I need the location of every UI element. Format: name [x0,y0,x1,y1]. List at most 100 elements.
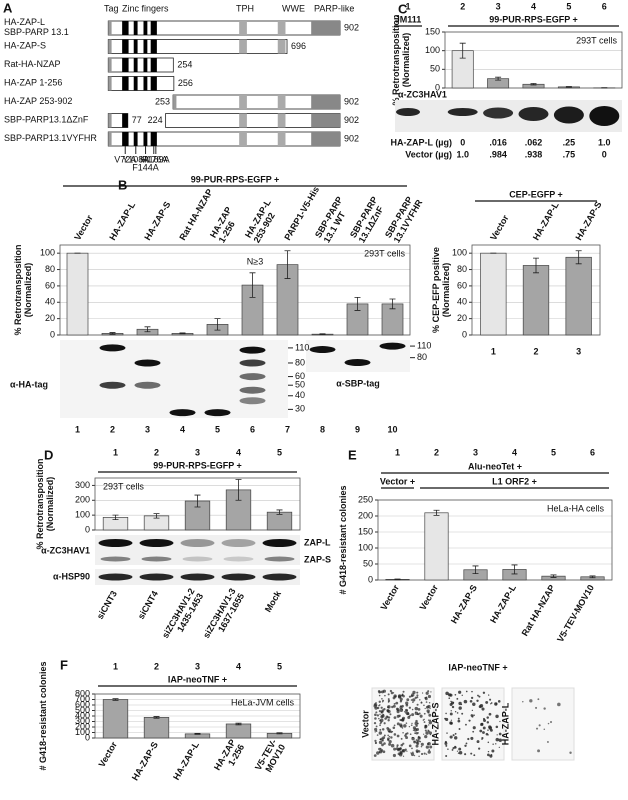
colony [424,729,427,732]
y-tick-label: 100 [358,542,373,552]
colony [412,698,416,702]
colony [481,707,485,711]
colony [410,752,415,757]
colony [477,694,479,697]
mutation-label: H176A [140,154,168,164]
colony [456,697,459,700]
domain [143,132,148,146]
y-tick-label: 200 [75,721,90,731]
colony [378,694,381,697]
construct-name-line: HA-ZAP-S [4,41,46,51]
blot-band [180,573,215,581]
colony [408,744,412,748]
colony [445,691,449,696]
marker-label: 30 [295,404,305,414]
colony [382,750,386,754]
panel-letter: A [3,0,13,15]
band-label: ZAP-L [304,537,331,547]
colony [389,689,393,693]
residue-label: 902 [344,133,359,143]
colony [498,746,500,749]
colony [488,712,492,716]
table-row-label: Vector (µg) [405,149,452,159]
y-tick-label: 600 [75,699,90,709]
category-label: SBP-PARP13.1ΔZnF [348,195,388,245]
colony [425,731,429,735]
colony [487,734,489,736]
error-bar [235,479,242,501]
colony [411,708,414,711]
residue-label: 696 [291,41,306,51]
colony [427,690,430,693]
colony [454,711,457,713]
colony [395,701,399,705]
category-label: Vector [97,740,120,769]
colony [413,755,416,757]
header: L1 ORF2 + [492,476,537,486]
domain [239,95,247,109]
error-bar [433,509,440,516]
y-tick-label: 0 [435,82,440,92]
colony [428,731,433,735]
error-bar [249,272,256,298]
colony [461,712,464,715]
colony [374,717,377,720]
category-label-line: V5-TEV-MOV10 [555,583,596,644]
y-axis-label: % Retrotransposition(Normalized) [391,14,411,105]
marker-label: 110 [295,342,309,352]
colony [410,699,413,701]
error-bar [109,332,116,335]
construct-name-line: Rat-HA-NZAP [4,59,61,69]
domain [277,95,286,109]
colony [387,719,390,722]
colony [449,712,453,716]
blot-band [262,539,297,547]
blot-band [223,556,254,562]
domain [150,132,157,146]
colony [488,694,490,696]
colony [400,747,402,749]
colony [406,750,408,752]
blot-band [396,108,420,116]
colony [457,717,460,720]
colony [445,712,447,715]
plate [371,687,435,761]
lane-number: 3 [195,447,200,457]
colony [387,698,390,701]
colony [404,734,407,737]
y-tick-label: 0 [50,329,55,339]
colony [446,732,448,734]
colony [529,699,533,703]
blot-band [98,539,133,547]
blot-band [134,381,161,389]
colony [472,726,476,730]
error-bar [589,575,596,579]
blot-band [182,556,213,562]
colony [457,719,461,723]
colony [400,743,404,747]
domain [108,132,112,146]
domain [108,113,112,128]
colony [423,721,426,723]
colony [476,740,480,744]
error-bar [276,732,283,735]
colony [473,714,475,717]
domain [150,39,157,54]
colony [492,743,494,745]
blot-band [344,359,371,367]
error-bar [354,296,361,311]
domain-label: PARP-like [314,3,354,13]
colony [424,697,428,701]
colony [383,722,386,725]
colony [393,716,397,720]
colony [387,709,391,714]
construct-name: SBP-PARP13.1ΔZnF [4,115,89,125]
y-tick-label: 300 [75,480,90,490]
domain [122,132,129,146]
colony [391,705,394,709]
y-axis-label-line: % Retrotransposition [35,458,45,549]
colony [384,694,386,697]
domain [108,76,112,91]
colony [415,749,419,753]
